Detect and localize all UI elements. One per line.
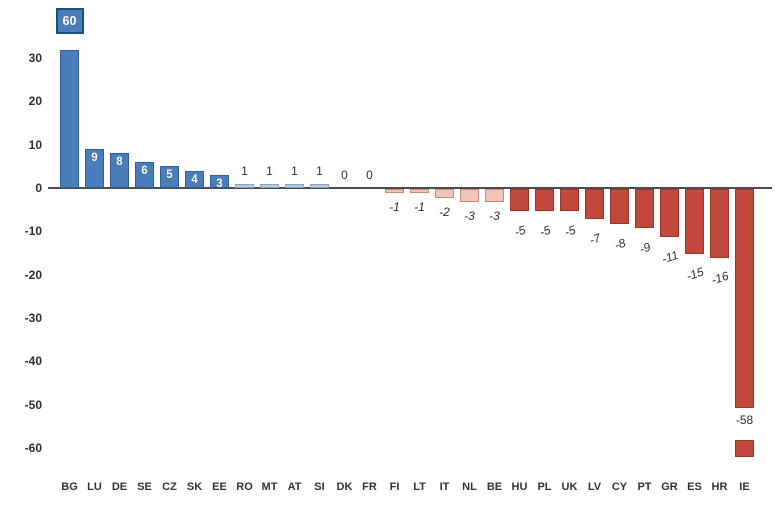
bar-value-label: -1 [414, 200, 425, 215]
bar-pl [535, 189, 554, 211]
bar-value-label: 3 [216, 178, 223, 190]
y-axis-tick-label: 30 [28, 51, 42, 65]
x-axis-label-si: SI [314, 481, 325, 493]
x-axis-label-sk: SK [186, 481, 203, 493]
bar-ro [235, 183, 254, 188]
x-axis-label-nl: NL [462, 481, 477, 493]
x-axis-label-de: DE [111, 481, 128, 493]
x-axis-label-hr: HR [711, 481, 728, 493]
bar-value-label: 6 [141, 165, 148, 177]
bar-value-label: 0 [341, 168, 348, 182]
x-axis-label-lu: LU [87, 481, 102, 493]
bar-de [110, 153, 129, 188]
x-axis-label-at: AT [287, 481, 302, 493]
x-axis-label-uk: UK [561, 481, 578, 493]
bar-value-label: -3 [464, 209, 475, 223]
bar-ee [210, 175, 229, 188]
bar-hr [710, 189, 729, 259]
bar-sk [185, 170, 204, 188]
bar-es [685, 189, 704, 254]
bar-value-label: 5 [166, 169, 173, 182]
bar-pt [635, 189, 654, 228]
bar-cy [610, 189, 629, 224]
y-axis-tick-label: -30 [24, 311, 42, 325]
x-axis-label-hu: HU [511, 481, 528, 493]
x-axis-label-it: IT [439, 481, 450, 493]
x-axis-label-ro: RO [236, 481, 253, 493]
bar-lv [585, 189, 604, 220]
bar-it [435, 189, 454, 198]
y-axis-tick-label: -60 [24, 441, 42, 455]
bar-value-label: 1 [316, 163, 323, 178]
x-axis-label-bg: BG [61, 481, 78, 493]
bar-be [485, 189, 504, 202]
x-axis-label-lt: LT [413, 481, 426, 493]
bar-mt [260, 183, 279, 188]
bar-value-label: 4 [191, 173, 198, 186]
x-axis-label-ie: IE [739, 481, 750, 493]
bar-uk [560, 189, 579, 211]
y-axis-tick-label: -50 [24, 397, 42, 412]
y-axis-tick-label: -10 [24, 224, 42, 239]
y-axis-tick-label: 20 [28, 94, 42, 109]
bar-value-label: 0 [366, 168, 373, 182]
bar-value-label: -1 [389, 200, 400, 215]
bar-hu [510, 189, 529, 211]
bar-value-label: 8 [116, 156, 123, 169]
y-axis-tick-label: -20 [24, 267, 42, 282]
bar-break-segment-ie [735, 440, 754, 457]
x-axis-label-pl: PL [537, 481, 552, 493]
bar-lu [85, 149, 104, 188]
x-axis-label-pt: PT [637, 481, 652, 493]
bar-value-label: 1 [291, 163, 298, 178]
x-axis-label-cy: CY [611, 481, 628, 493]
x-axis-label-ee: EE [212, 481, 227, 493]
y-axis-tick-label: 10 [28, 137, 42, 152]
x-axis-label-gr: GR [661, 481, 678, 493]
x-axis-label-mt: MT [261, 481, 278, 493]
x-axis-label-be: BE [486, 481, 503, 493]
x-axis-label-se: SE [137, 481, 152, 493]
x-axis-line [48, 187, 772, 189]
bar-value-label: 1 [241, 163, 248, 178]
x-axis-label-dk: DK [336, 481, 353, 493]
y-axis-tick-label: -40 [24, 354, 42, 369]
bar-value-label: 9 [91, 152, 98, 164]
bar-nl [460, 189, 479, 202]
x-axis-label-lv: LV [587, 481, 602, 493]
x-axis-label-fr: FR [362, 481, 377, 493]
bar-ie [735, 189, 754, 408]
x-axis-label-fi: FI [389, 481, 400, 493]
bar-si [310, 183, 329, 188]
y-axis-tick-label: 0 [35, 181, 42, 195]
bar-value-label: -3 [489, 209, 500, 223]
bar-value-label: -58 [735, 413, 754, 427]
bar-lt [410, 189, 429, 194]
bar-gr [660, 189, 679, 237]
x-axis-label-es: ES [687, 481, 702, 493]
bar-value-box-bg: 60 [55, 8, 84, 34]
bar-at [285, 183, 304, 188]
bar-value-label: 1 [266, 163, 273, 178]
bar-value-label: -2 [439, 204, 450, 219]
bar-bg [60, 49, 79, 188]
x-axis-label-cz: CZ [162, 481, 177, 493]
bar-cz [160, 166, 179, 188]
bar-se [135, 162, 154, 188]
bar-fi [385, 189, 404, 194]
